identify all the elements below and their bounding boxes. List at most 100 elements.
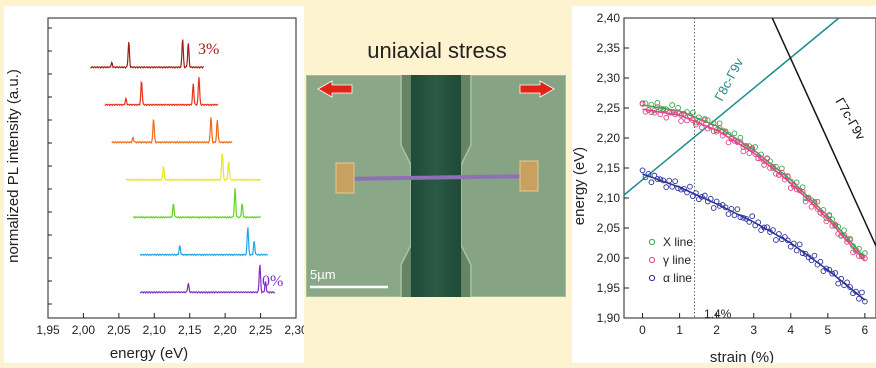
data-point (773, 237, 779, 243)
data-point (758, 227, 764, 233)
arrow-left-icon (317, 80, 353, 98)
pl-spectrum-line (111, 117, 233, 145)
data-point (752, 144, 759, 150)
x-tick-label: 2,05 (107, 323, 131, 337)
legend-marker-gamma (648, 256, 656, 264)
data-point (654, 104, 661, 110)
data-point (749, 213, 756, 220)
y-axis-label: normalized PL intensity (a.u.) (5, 69, 22, 263)
data-point (823, 265, 830, 272)
spectra-group (90, 39, 276, 295)
legend-label-alpha: α line (663, 271, 692, 285)
data-point (814, 198, 821, 205)
data-point (761, 224, 767, 231)
data-point (790, 181, 797, 188)
data-point (853, 246, 859, 253)
legend-label-gamma: γ line (663, 253, 691, 267)
data-point (716, 125, 723, 131)
x-tick-label: 2 (713, 323, 720, 337)
data-point (811, 198, 818, 205)
left-axes: 1,95 2,00 2,05 2,10 2,15 2,20 2,25 2,30 (36, 17, 308, 337)
data-point (740, 144, 747, 150)
data-point (648, 179, 655, 186)
data-point (663, 114, 670, 121)
x-tick-label: 5 (824, 323, 831, 337)
x-tick-label: 2,30 (284, 323, 304, 337)
data-point (826, 213, 833, 219)
data-point (701, 117, 708, 123)
strain-energy-chart: 1,90 1,95 2,00 2,05 2,10 2,15 2,20 2,25 2,30 2,35… (571, 11, 876, 366)
data-point (796, 241, 803, 248)
y-tick-label: 2,00 (597, 251, 621, 265)
y-tick-label: 2,30 (597, 71, 621, 85)
data-point (672, 178, 678, 185)
data-point (725, 211, 732, 217)
data-point (802, 250, 809, 257)
data-point (722, 129, 729, 136)
x-tick-label: 2,20 (213, 323, 237, 337)
data-point (787, 243, 794, 250)
x-axis-label: strain (%) (710, 349, 774, 363)
data-point (654, 99, 661, 106)
theory-line (771, 17, 876, 247)
data-point (690, 109, 696, 116)
data-point (678, 118, 684, 124)
data-point (731, 130, 738, 137)
data-point (784, 173, 791, 180)
arrow-right-icon (519, 80, 555, 98)
x-tick-label: 4 (787, 323, 794, 337)
data-point (663, 184, 670, 190)
data-point (687, 183, 693, 190)
y-axis-label: energy (eV) (572, 147, 588, 225)
legend-marker-x (648, 238, 656, 246)
data-point (716, 120, 723, 127)
x-tick-label: 2,25 (249, 323, 273, 337)
data-point (669, 109, 676, 116)
y-tick-label: 2,25 (597, 101, 621, 115)
data-point (850, 249, 856, 256)
y-tick-label: 2,15 (597, 161, 621, 175)
y-tick-label: 2,35 (597, 41, 621, 55)
left-contact (335, 162, 355, 194)
data-point (802, 198, 809, 205)
y-tick-label: 1,90 (597, 311, 621, 325)
y-tick-label: 2,10 (597, 191, 621, 205)
legend: X line γ line α line (648, 235, 693, 285)
right-plot-frame (623, 17, 876, 319)
data-point (639, 167, 646, 174)
data-point (725, 139, 732, 146)
fit-line (642, 173, 866, 301)
data-point (651, 109, 658, 116)
strain-energy-panel: 1,90 1,95 2,00 2,05 2,10 2,15 2,20 2,25 2,30 2,35… (571, 6, 876, 366)
data-point (639, 101, 646, 107)
pl-spectrum-line (90, 39, 205, 69)
data-point (820, 268, 827, 274)
data-point (808, 203, 815, 210)
right-contact (519, 160, 539, 192)
data-point (847, 237, 853, 243)
y-tick-label: 2,40 (597, 11, 621, 25)
x-tick-label: 6 (862, 323, 869, 337)
data-point (752, 151, 759, 157)
data-point (710, 205, 717, 211)
sem-image: 5µm (306, 75, 566, 297)
pl-spectrum-line (125, 153, 261, 182)
data-point (787, 185, 794, 191)
legend-label-x: X line (663, 235, 693, 249)
left-plot-frame (47, 17, 297, 319)
data-point (648, 109, 655, 116)
data-point (749, 145, 756, 151)
data-point (687, 112, 693, 119)
trench (411, 75, 461, 297)
right-data-group (623, 17, 876, 305)
legend-marker-alpha (648, 274, 656, 282)
pl-spectrum-line (139, 227, 269, 257)
pl-spectra-panel: 1,95 2,00 2,05 2,10 2,15 2,20 2,25 2,30 normali… (4, 6, 308, 363)
data-point (814, 206, 821, 212)
data-point (811, 252, 818, 259)
data-point (698, 124, 705, 131)
strain-marker-label: 1.4% (704, 307, 732, 321)
data-point (761, 162, 767, 168)
data-point (740, 148, 747, 155)
data-point (734, 206, 741, 213)
